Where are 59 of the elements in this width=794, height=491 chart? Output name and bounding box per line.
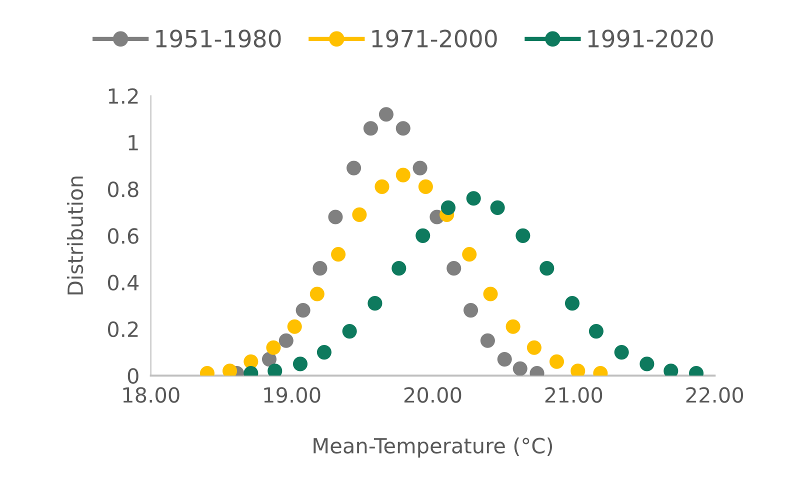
x-tick-label: 19.00 xyxy=(264,387,320,403)
point xyxy=(418,179,433,194)
point xyxy=(412,160,428,176)
point xyxy=(490,200,505,215)
point xyxy=(296,303,310,318)
point xyxy=(328,210,343,224)
y-tick-label: 0.6 xyxy=(108,228,138,244)
point xyxy=(614,345,629,360)
point xyxy=(392,261,406,276)
point xyxy=(352,207,367,222)
y-axis-title: Distribution xyxy=(67,176,84,294)
point xyxy=(278,333,294,348)
x-tick-label: 22.00 xyxy=(686,387,744,403)
point xyxy=(549,354,564,369)
point xyxy=(440,200,456,215)
legend-label: 1991-2020 xyxy=(588,30,713,48)
point xyxy=(526,340,542,355)
x-tick-label: 20.00 xyxy=(404,387,462,403)
x-axis-title: Mean-Temperature (°C) xyxy=(314,437,552,458)
point xyxy=(346,160,362,176)
point xyxy=(342,324,357,339)
point xyxy=(316,345,332,360)
point xyxy=(512,361,528,376)
point xyxy=(310,286,324,302)
y-tick-label: 1.2 xyxy=(108,88,138,104)
point xyxy=(331,247,346,262)
point xyxy=(287,319,302,334)
point xyxy=(564,296,580,311)
point xyxy=(540,261,554,276)
point xyxy=(368,296,382,311)
point xyxy=(640,356,654,372)
x-tick-label: 21.00 xyxy=(545,387,602,403)
y-tick-label: 0 xyxy=(128,368,138,384)
point xyxy=(292,356,308,372)
y-tick-label: 0.4 xyxy=(108,274,139,291)
point xyxy=(378,107,394,122)
y-tick-label: 1 xyxy=(128,135,138,150)
point xyxy=(374,179,390,194)
point xyxy=(464,303,478,318)
point xyxy=(483,286,498,302)
point xyxy=(588,324,604,339)
point xyxy=(396,121,410,136)
point xyxy=(480,333,495,348)
y-tick-label: 0.2 xyxy=(108,321,138,338)
point xyxy=(497,352,512,367)
legend-label: 1951-1980 xyxy=(156,30,281,48)
legend-label: 1971-2000 xyxy=(372,30,497,48)
point xyxy=(416,228,430,243)
point xyxy=(363,121,378,136)
point xyxy=(462,247,477,262)
point xyxy=(506,319,520,334)
point xyxy=(466,191,481,206)
y-tick-label: 0.8 xyxy=(108,181,138,198)
point xyxy=(312,261,328,276)
point xyxy=(396,168,410,182)
point xyxy=(266,340,281,355)
x-tick-label: 18.00 xyxy=(123,387,180,403)
point xyxy=(516,228,530,243)
point xyxy=(446,261,462,276)
